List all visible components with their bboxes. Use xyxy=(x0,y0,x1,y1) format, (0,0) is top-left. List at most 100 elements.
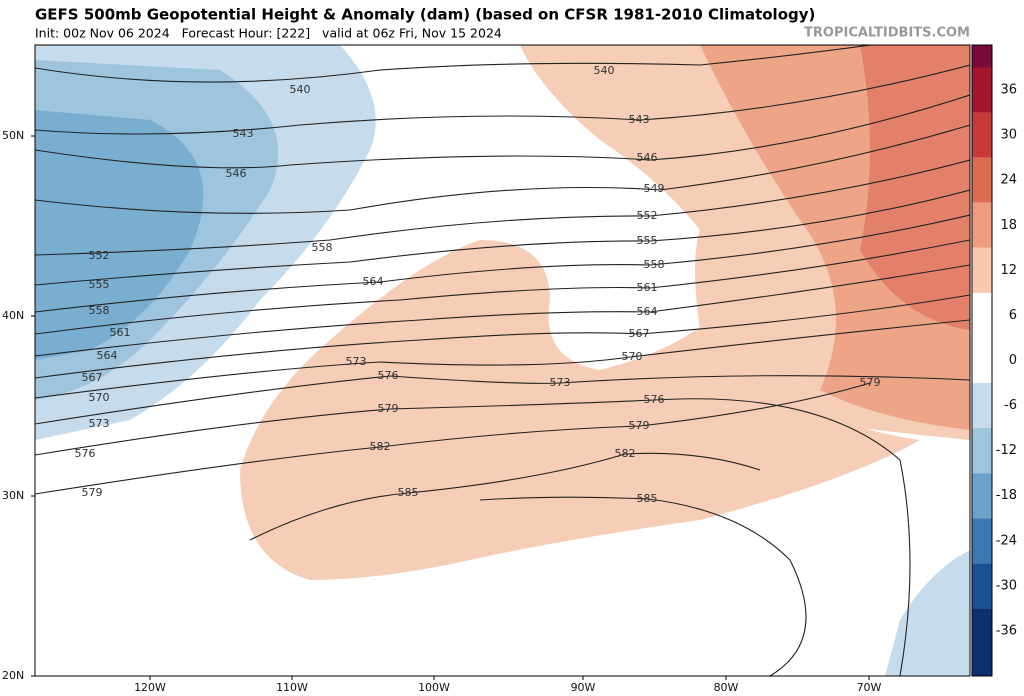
lon-label: 100W xyxy=(418,681,450,694)
contour-label: 543 xyxy=(629,113,650,126)
contour-label: 567 xyxy=(629,327,650,340)
contour-label-text: 564 xyxy=(363,275,384,288)
contour-label: 558 xyxy=(644,258,665,271)
contour-label: 579 xyxy=(860,376,881,389)
lon-label: 70W xyxy=(857,681,882,694)
colorbar-bin xyxy=(972,428,992,474)
colorbar-label: 24 xyxy=(1000,173,1017,188)
contour-label: 561 xyxy=(110,326,131,339)
contour-label-text: 558 xyxy=(89,304,110,317)
colorbar-label: 36 xyxy=(1000,83,1017,98)
colorbar-label: -24 xyxy=(996,533,1017,548)
contour-label-text: 540 xyxy=(290,83,311,96)
colorbar-bin xyxy=(972,247,992,293)
colorbar-label: -36 xyxy=(996,623,1017,638)
contour-label-text: 540 xyxy=(594,64,615,77)
lat-label: 40N xyxy=(2,309,24,322)
contour-label-text: 555 xyxy=(89,278,110,291)
contour-label: 564 xyxy=(97,349,118,362)
contour-label: 585 xyxy=(637,492,658,505)
lon-label: 90W xyxy=(571,681,596,694)
contour-label: 546 xyxy=(637,151,658,164)
contour-label: 546 xyxy=(226,167,247,180)
contour-label-text: 549 xyxy=(644,182,665,195)
lat-label: 50N xyxy=(2,129,24,142)
anomaly-orange xyxy=(860,45,970,330)
contour-label-text: 573 xyxy=(550,376,571,389)
contour-label-text: 570 xyxy=(622,350,643,363)
anomaly-blue xyxy=(885,550,970,676)
colorbar-bin xyxy=(972,112,992,158)
colorbar-label: 12 xyxy=(1000,263,1017,278)
contour-label: 570 xyxy=(89,391,110,404)
lat-label: 30N xyxy=(2,489,24,502)
contour-label-text: 552 xyxy=(637,209,658,222)
contour-label-text: 564 xyxy=(97,349,118,362)
contour-label-text: 579 xyxy=(378,402,399,415)
contour-label-text: 576 xyxy=(378,369,399,382)
contour-label: 564 xyxy=(363,275,384,288)
colorbar-bin xyxy=(972,563,992,609)
contour-label: 558 xyxy=(89,304,110,317)
contour-label-text: 555 xyxy=(637,234,658,247)
contour-label-text: 543 xyxy=(233,127,254,140)
colorbar-bin xyxy=(972,383,992,429)
colorbar-label: -30 xyxy=(996,578,1017,593)
contour-label: 585 xyxy=(398,486,419,499)
lon-label: 110W xyxy=(276,681,308,694)
contour-label: 573 xyxy=(89,417,110,430)
contour-label-text: 579 xyxy=(860,376,881,389)
anomaly-blue xyxy=(35,110,204,360)
contour-label: 567 xyxy=(82,371,103,384)
contour-label-text: 567 xyxy=(629,327,650,340)
contour-label: 543 xyxy=(233,127,254,140)
colorbar: 36 30 24 18 12 6 0 -6 -12 -18 -24 -30 -36 xyxy=(971,44,1017,677)
colorbar-bin xyxy=(972,202,992,248)
anomaly-orange xyxy=(240,240,920,580)
contour-label-text: 561 xyxy=(110,326,131,339)
contour-label: 564 xyxy=(637,305,658,318)
contour-label: 576 xyxy=(378,369,399,382)
colorbar-label: 18 xyxy=(1000,218,1017,233)
colorbar-frame xyxy=(971,44,993,677)
contour-label-text: 543 xyxy=(629,113,650,126)
contour-label-text: 567 xyxy=(82,371,103,384)
colorbar-bin xyxy=(972,157,992,203)
watermark: TROPICALTIDBITS.COM xyxy=(804,26,970,41)
contour-label-text: 582 xyxy=(615,447,636,460)
contour-label-text: 579 xyxy=(82,486,103,499)
contour-label: 552 xyxy=(637,209,658,222)
contour-label: 573 xyxy=(346,355,367,368)
contour-label: 576 xyxy=(644,393,665,406)
contour-label: 579 xyxy=(82,486,103,499)
colorbar-bin xyxy=(972,337,992,384)
contour-label-text: 552 xyxy=(89,249,110,262)
contours xyxy=(35,45,970,676)
lon-label: 120W xyxy=(134,681,166,694)
contour-label: 552 xyxy=(89,249,110,262)
colorbar-label: 0 xyxy=(1009,353,1017,368)
colorbar-label: -6 xyxy=(1004,398,1017,413)
colorbar-bin xyxy=(972,67,992,113)
contour-label-text: 573 xyxy=(346,355,367,368)
colorbar-label: 30 xyxy=(1000,128,1017,143)
contour-label: 540 xyxy=(290,83,311,96)
colorbar-label: -18 xyxy=(996,488,1017,503)
map xyxy=(34,44,971,677)
contour-label-text: 579 xyxy=(629,419,650,432)
contour-label-text: 558 xyxy=(312,241,333,254)
title: GEFS 500mb Geopotential Height & Anomaly… xyxy=(35,6,815,24)
contour-label: 561 xyxy=(637,281,658,294)
contour-label: 582 xyxy=(615,447,636,460)
colorbar-label: 6 xyxy=(1009,308,1017,323)
colorbar-bin xyxy=(972,473,992,519)
contour-label-text: 585 xyxy=(637,492,658,505)
contour-label-text: 570 xyxy=(89,391,110,404)
subtitle: Init: 00z Nov 06 2024 Forecast Hour: [22… xyxy=(35,26,502,41)
lon-label: 80W xyxy=(714,681,739,694)
contour-label: 555 xyxy=(637,234,658,247)
contour-label-text: 561 xyxy=(637,281,658,294)
contour-label: 570 xyxy=(622,350,643,363)
contour-label-text: 576 xyxy=(644,393,665,406)
